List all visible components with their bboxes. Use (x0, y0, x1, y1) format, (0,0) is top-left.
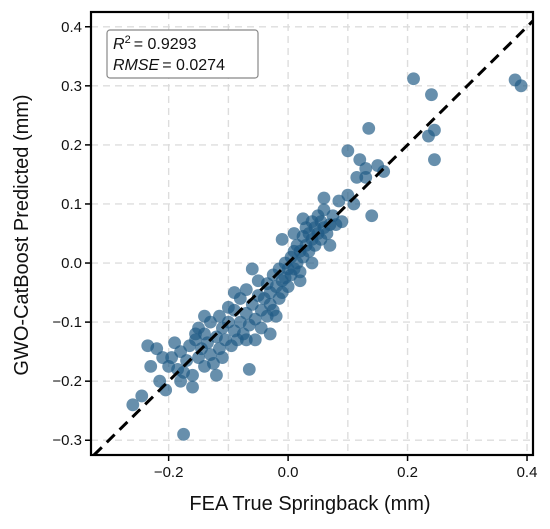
data-point (210, 368, 223, 382)
data-point (239, 333, 253, 347)
data-point (186, 368, 199, 382)
data-point (350, 170, 364, 184)
data-point (263, 327, 277, 341)
data-point (407, 72, 420, 86)
data-point (514, 79, 528, 93)
data-point (281, 280, 295, 294)
data-point (305, 256, 319, 270)
data-point (144, 360, 158, 373)
data-point (269, 309, 283, 323)
x-tick-label: 0.2 (397, 464, 418, 481)
data-point (428, 153, 441, 167)
data-point (248, 333, 262, 347)
y-tick-label: 0.3 (61, 78, 82, 95)
x-axis-label: FEA True Springback (mm) (189, 493, 430, 515)
x-tick-label: −0.2 (154, 464, 184, 481)
data-point (186, 380, 199, 394)
data-point (242, 362, 256, 376)
plot-frame (89, 10, 535, 457)
y-tick-label: −0.2 (52, 373, 82, 390)
data-point (293, 265, 307, 279)
data-point (377, 165, 391, 178)
data-point (156, 351, 170, 364)
data-point (177, 427, 190, 441)
y-tick-label: 0.4 (61, 19, 82, 36)
data-point (335, 215, 349, 229)
data-point (135, 389, 149, 403)
x-tick-label: 0.4 (517, 464, 538, 481)
data-point (341, 144, 355, 158)
data-point (425, 88, 438, 102)
y-tick-label: −0.3 (52, 432, 82, 449)
data-point (198, 309, 211, 323)
identity-reference-line (92, 19, 535, 457)
data-point (296, 212, 310, 226)
x-tick-label: 0.0 (278, 464, 299, 481)
data-point (174, 345, 187, 359)
data-point (227, 286, 241, 299)
y-tick-label: 0.2 (61, 137, 82, 154)
data-point (239, 283, 253, 297)
data-point (323, 238, 337, 252)
data-point (293, 274, 307, 288)
data-point (317, 191, 331, 205)
y-tick-label: −0.1 (52, 314, 82, 331)
data-point (287, 227, 301, 240)
data-point (428, 123, 441, 137)
data-point (365, 209, 379, 223)
axis-ticks: −0.2 0.0 0.2 0.4 −0.3 −0.2 −0.1 0.0 0.1 0.2 0.3 0.4 (52, 19, 537, 481)
rmse-label: RMSE = 0.0274 (113, 57, 225, 74)
data-point (216, 351, 229, 364)
data-point (275, 233, 289, 246)
y-axis-label: GWO-CatBoost Predicted (mm) (11, 94, 33, 375)
data-point (245, 262, 259, 276)
data-point (126, 398, 140, 412)
data-point (359, 162, 373, 175)
y-tick-label: 0.1 (61, 196, 82, 213)
data-point (359, 170, 373, 184)
y-tick-label: 0.0 (61, 255, 82, 272)
data-point (189, 327, 202, 341)
stats-box: R2 = 0.9293 RMSE = 0.0274 (106, 29, 259, 79)
data-point (362, 121, 376, 135)
data-point (332, 194, 346, 208)
r2-label: R2 = 0.9293 (113, 34, 197, 53)
